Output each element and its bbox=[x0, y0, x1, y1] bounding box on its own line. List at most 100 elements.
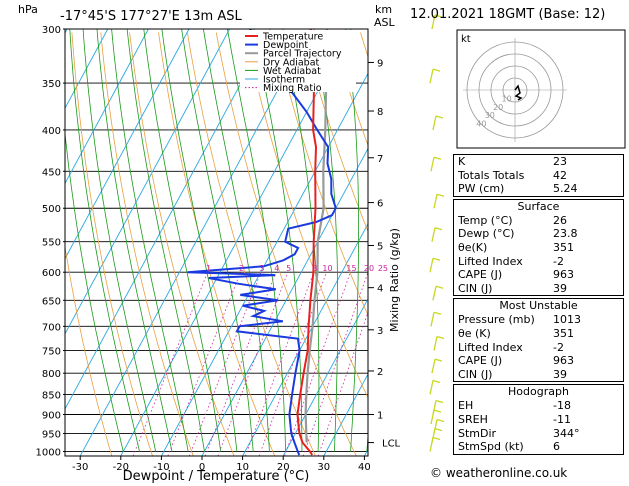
index-value: 344° bbox=[553, 426, 580, 440]
location-title: -17°45'S 177°27'E 13m ASL bbox=[60, 9, 242, 24]
index-value: -11 bbox=[553, 412, 571, 426]
index-label: CAPE (J) bbox=[458, 268, 503, 282]
pressure-tick-label: 850 bbox=[42, 390, 61, 401]
surface-box: Surface Temp (°C) 26 Dewp (°C) 23.8 θe(K) 351… bbox=[453, 198, 625, 297]
index-value: 351 bbox=[553, 240, 574, 254]
index-row: EH -18 bbox=[454, 399, 625, 413]
legend-entry: Temperature bbox=[262, 32, 323, 43]
pressure-tick-label: 300 bbox=[42, 25, 61, 36]
dry-adiabat-line bbox=[65, 244, 113, 456]
isotherm-line bbox=[65, 29, 230, 335]
index-label: Lifted Index bbox=[458, 254, 523, 268]
hpa-label: hPa bbox=[18, 3, 38, 16]
isotherm-line bbox=[79, 29, 312, 456]
index-value: 23 bbox=[553, 155, 567, 168]
mixing-ratio-line bbox=[258, 272, 327, 456]
most-unstable-title: Most Unstable bbox=[499, 299, 578, 313]
index-value: 39 bbox=[553, 367, 567, 381]
index-label: StmDir bbox=[458, 426, 497, 440]
km-tick-label: 5 bbox=[377, 241, 383, 252]
temperature-tick-label: -10 bbox=[153, 462, 169, 473]
wind-barb-icon bbox=[430, 311, 442, 327]
pressure-tick-label: 800 bbox=[42, 369, 61, 380]
pressure-tick-label: 750 bbox=[42, 347, 61, 358]
dry-adiabat-line bbox=[215, 32, 357, 456]
temperature-tick-label: 10 bbox=[236, 462, 249, 473]
km-tick-label: 7 bbox=[377, 154, 383, 165]
hodograph-ring-label: 10 bbox=[502, 94, 512, 103]
index-label: Totals Totals bbox=[458, 168, 525, 182]
most-unstable-box: Most Unstable Pressure (mb) 1013 θe (K) 351… bbox=[453, 298, 625, 383]
wind-barb-icon bbox=[429, 68, 441, 84]
wind-barb-icon bbox=[429, 257, 441, 273]
temperature-tick-label: -20 bbox=[113, 462, 129, 473]
dry-adiabat-line bbox=[187, 32, 316, 456]
temperature-tick-label: 40 bbox=[358, 462, 371, 473]
pressure-tick-label: 950 bbox=[42, 429, 61, 440]
hodograph-ring-label: 40 bbox=[476, 120, 486, 129]
wet-adiabat-line bbox=[161, 29, 238, 452]
mixing-ratio-line bbox=[167, 272, 241, 456]
km-tick-label: 2 bbox=[377, 367, 383, 378]
index-value: 5.24 bbox=[553, 182, 578, 196]
index-value: 963 bbox=[553, 354, 574, 368]
indices-panel: K 23 Totals Totals 42 PW (cm) 5.24 Surface Te… bbox=[453, 154, 624, 457]
index-value: 963 bbox=[553, 268, 574, 282]
index-value: 39 bbox=[553, 281, 567, 295]
pressure-tick-label: 350 bbox=[42, 79, 61, 90]
index-value: -18 bbox=[553, 399, 571, 413]
wind-barb-icon bbox=[431, 358, 443, 374]
pressure-tick-label: 1000 bbox=[36, 447, 61, 458]
hodograph-stats-box: Hodograph EH -18 SREH -11 StmDir 344° StmSpd (… bbox=[453, 384, 625, 455]
index-row: Dewp (°C) 23.8 bbox=[454, 227, 625, 241]
mixing-ratio-line bbox=[204, 272, 277, 456]
index-label: PW (cm) bbox=[458, 182, 505, 196]
index-row: θe(K) 351 bbox=[454, 241, 625, 255]
km-tick-label: 3 bbox=[377, 326, 383, 337]
index-row: CIN (J) 39 bbox=[454, 368, 625, 382]
km-tick-label: 8 bbox=[377, 107, 383, 118]
isotherm-line bbox=[65, 29, 149, 185]
km-label: km bbox=[375, 3, 392, 16]
temperature-line bbox=[296, 29, 318, 456]
pressure-tick-label: 600 bbox=[42, 268, 61, 279]
wet-adiabat-line bbox=[65, 129, 124, 452]
hodograph-trace bbox=[514, 84, 523, 101]
wet-adiabat-line bbox=[366, 429, 368, 452]
isotherm-line bbox=[242, 222, 368, 456]
index-label: Dewp (°C) bbox=[458, 227, 515, 241]
index-label: Pressure (mb) bbox=[458, 313, 535, 327]
legend-entry: Wet Adiabat bbox=[263, 66, 321, 77]
wind-barb-icon bbox=[431, 227, 443, 242]
wind-barb-icon bbox=[431, 427, 443, 443]
surface-title: Surface bbox=[517, 199, 560, 213]
index-row: K 23 bbox=[454, 155, 625, 169]
dry-adiabat-line bbox=[71, 32, 153, 456]
index-value: 26 bbox=[553, 213, 567, 227]
legend-entry: Dewpoint bbox=[263, 40, 308, 51]
wet-adiabat-line bbox=[96, 29, 173, 452]
dry-adiabat-line bbox=[158, 32, 276, 456]
km-tick-label: 6 bbox=[377, 199, 383, 210]
mixing-ratio-line bbox=[245, 272, 315, 456]
temperature-tick-label: 0 bbox=[199, 462, 205, 473]
legend-entry: Dry Adiabat bbox=[263, 57, 320, 68]
dry-adiabat-line bbox=[129, 32, 235, 456]
wet-adiabat-line bbox=[82, 29, 157, 452]
index-value: 23.8 bbox=[553, 227, 578, 241]
index-row: Temp (°C) 26 bbox=[454, 214, 625, 228]
mixing-ratio-line bbox=[217, 272, 289, 456]
isotherm-line bbox=[65, 29, 190, 260]
date-header: 12.01.2021 18GMT (Base: 12) bbox=[410, 7, 606, 22]
asl-label: ASL bbox=[374, 16, 396, 29]
hodograph-unit-label: kt bbox=[461, 34, 471, 45]
wind-barb-icon bbox=[432, 115, 444, 131]
pressure-tick-label: 450 bbox=[42, 167, 61, 178]
index-row: Lifted Index -2 bbox=[454, 255, 625, 269]
parcel-trajectory-line bbox=[304, 29, 329, 443]
hodograph-ring-label: 20 bbox=[493, 103, 503, 112]
wind-barb-icon bbox=[433, 418, 445, 434]
index-label: CIN (J) bbox=[458, 367, 493, 381]
legend-entry: Mixing Ratio bbox=[263, 83, 322, 94]
